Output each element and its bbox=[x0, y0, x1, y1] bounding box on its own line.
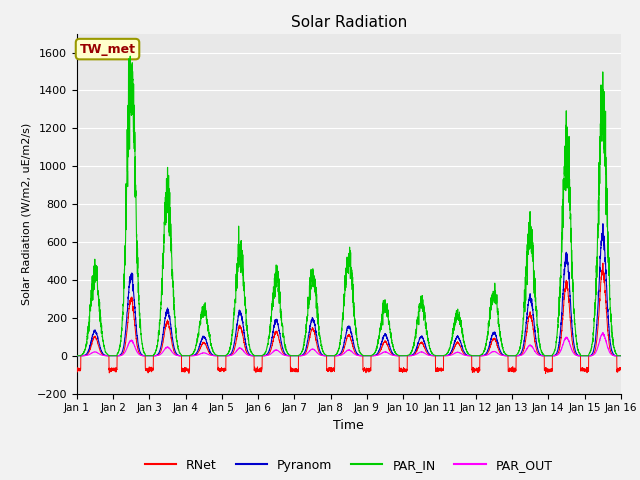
Line: RNet: RNet bbox=[77, 263, 621, 373]
PAR_IN bbox=[171, 314, 179, 320]
RNet bbox=[616, 365, 624, 371]
Pyranom bbox=[171, 347, 179, 352]
PAR_OUT bbox=[73, 353, 81, 359]
PAR_IN bbox=[126, 53, 134, 59]
RNet bbox=[440, 353, 448, 359]
Legend: RNet, Pyranom, PAR_IN, PAR_OUT: RNet, Pyranom, PAR_IN, PAR_OUT bbox=[140, 454, 557, 477]
Line: PAR_IN: PAR_IN bbox=[77, 56, 621, 356]
RNet bbox=[73, 368, 81, 374]
Pyranom bbox=[616, 353, 624, 359]
PAR_OUT bbox=[599, 330, 607, 336]
PAR_OUT bbox=[440, 353, 448, 359]
PAR_IN bbox=[617, 353, 625, 359]
PAR_IN bbox=[441, 352, 449, 358]
RNet bbox=[542, 371, 550, 376]
RNet bbox=[471, 366, 479, 372]
PAR_OUT bbox=[471, 353, 479, 359]
RNet bbox=[599, 260, 607, 266]
Pyranom bbox=[73, 353, 81, 359]
PAR_OUT bbox=[617, 353, 625, 359]
Y-axis label: Solar Radiation (W/m2, uE/m2/s): Solar Radiation (W/m2, uE/m2/s) bbox=[21, 122, 31, 305]
RNet bbox=[171, 350, 179, 356]
Line: Pyranom: Pyranom bbox=[77, 224, 621, 356]
Pyranom bbox=[328, 353, 336, 359]
X-axis label: Time: Time bbox=[333, 419, 364, 432]
PAR_IN bbox=[502, 351, 509, 357]
RNet bbox=[328, 369, 336, 374]
PAR_IN bbox=[616, 353, 624, 359]
PAR_OUT bbox=[616, 353, 624, 359]
PAR_IN bbox=[73, 353, 81, 359]
Text: TW_met: TW_met bbox=[79, 43, 136, 56]
PAR_IN bbox=[471, 353, 479, 359]
Pyranom bbox=[502, 353, 509, 359]
Pyranom bbox=[599, 221, 607, 227]
Pyranom bbox=[471, 353, 479, 359]
Pyranom bbox=[440, 353, 448, 359]
PAR_OUT bbox=[171, 352, 179, 358]
PAR_OUT bbox=[328, 353, 336, 359]
Pyranom bbox=[617, 353, 625, 359]
Title: Solar Radiation: Solar Radiation bbox=[291, 15, 407, 30]
RNet bbox=[502, 353, 509, 359]
PAR_IN bbox=[329, 353, 337, 359]
PAR_OUT bbox=[502, 353, 509, 359]
RNet bbox=[617, 366, 625, 372]
Line: PAR_OUT: PAR_OUT bbox=[77, 333, 621, 356]
